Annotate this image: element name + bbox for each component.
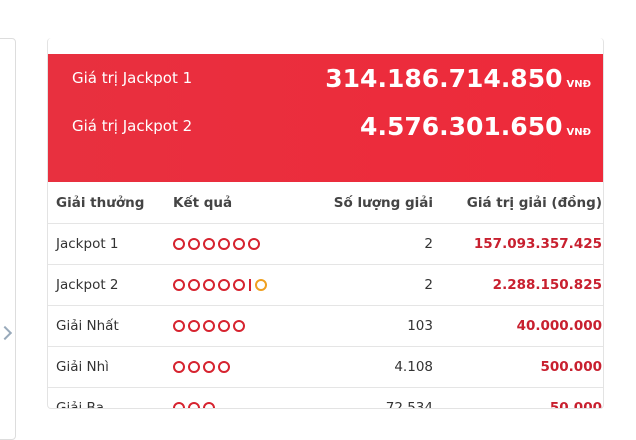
prize-name: Jackpot 2 [56, 277, 119, 293]
ball-icon [188, 402, 200, 408]
ball-icon [203, 402, 215, 408]
winner-count: 2 [424, 236, 433, 252]
ball-icon [248, 238, 260, 250]
table-row: Giải Ba 72.534 50.000 [48, 387, 603, 409]
ball-icon [173, 402, 185, 408]
ball-icon [188, 320, 200, 332]
ball-icon [188, 238, 200, 250]
jackpot-value: 314.186.714.850 [325, 63, 563, 93]
ball-icon [203, 320, 215, 332]
ball-icon [188, 279, 200, 291]
ball-icon [173, 361, 185, 373]
jackpot-label: Giá trị Jackpot 2 [72, 117, 193, 135]
winner-count: 4.108 [394, 359, 433, 375]
jackpot-value: 4.576.301.650 [360, 111, 563, 141]
ball-icon [218, 320, 230, 332]
header-cell: Số lượng giải [333, 194, 433, 211]
ball-icon [218, 238, 230, 250]
winner-count: 103 [407, 318, 433, 334]
prize-name: Jackpot 1 [56, 236, 119, 252]
result-balls [173, 277, 323, 293]
winner-count: 72.534 [385, 400, 433, 409]
prize-name: Giải Nhất [56, 318, 119, 334]
prize-name: Giải Nhì [56, 359, 109, 375]
jackpot-header: Giá trị Jackpot 1 314.186.714.850 VNĐ Giá … [48, 54, 603, 182]
table-row: Giải Nhất 103 40.000.000 [48, 305, 603, 346]
unit: VNĐ [566, 78, 592, 90]
ball-icon [173, 238, 185, 250]
ball-icon [203, 238, 215, 250]
table-header: Giải thưởng Kết quả Số lượng giải Giá tr… [48, 182, 603, 223]
header-cell: Giải thưởng [56, 194, 145, 211]
jackpot-label: Giá trị Jackpot 1 [72, 69, 193, 87]
prize-value: 500.000 [540, 359, 603, 375]
ball-icon [218, 279, 230, 291]
jackpot-row: Giá trị Jackpot 1 314.186.714.850 VNĐ [72, 54, 591, 102]
header-cell: Giá trị giải (đồng) [466, 194, 602, 211]
ball-icon [173, 279, 185, 291]
ball-icon [188, 361, 200, 373]
prize-value: 40.000.000 [516, 318, 602, 334]
ball-icon [218, 361, 230, 373]
jackpot-row: Giá trị Jackpot 2 4.576.301.650 VNĐ [72, 102, 591, 150]
header-cell: Kết quả [173, 194, 233, 211]
table-row: Jackpot 1 2 157.093.357.425 [48, 223, 603, 264]
result-balls [173, 359, 323, 375]
result-balls [173, 236, 323, 252]
table-row: Jackpot 2 2 2.288.150.825 [48, 264, 603, 305]
ball-icon [203, 279, 215, 291]
unit: VNĐ [566, 126, 592, 138]
ball-icon [233, 279, 245, 291]
table-body: Jackpot 1 2 157.093.357.425 Jackpot 2 2 2.288… [48, 223, 603, 409]
side-panel [0, 38, 16, 440]
prize-value: 157.093.357.425 [473, 236, 602, 252]
page: Giá trị Jackpot 1 314.186.714.850 VNĐ Giá … [0, 38, 604, 440]
table-row: Giải Nhì 4.108 500.000 [48, 346, 603, 387]
ball-icon [173, 320, 185, 332]
winner-count: 2 [424, 277, 433, 293]
prize-name: Giải Ba [56, 400, 105, 409]
prize-value: 2.288.150.825 [492, 277, 602, 293]
results-card: Giá trị Jackpot 1 314.186.714.850 VNĐ Giá … [47, 38, 604, 409]
ball-icon [249, 279, 251, 291]
ball-icon [255, 279, 267, 291]
result-balls [173, 400, 323, 408]
result-balls [173, 318, 323, 334]
ball-icon [203, 361, 215, 373]
prize-value: 50.000 [549, 400, 602, 409]
ball-icon [233, 320, 245, 332]
ball-icon [233, 238, 245, 250]
